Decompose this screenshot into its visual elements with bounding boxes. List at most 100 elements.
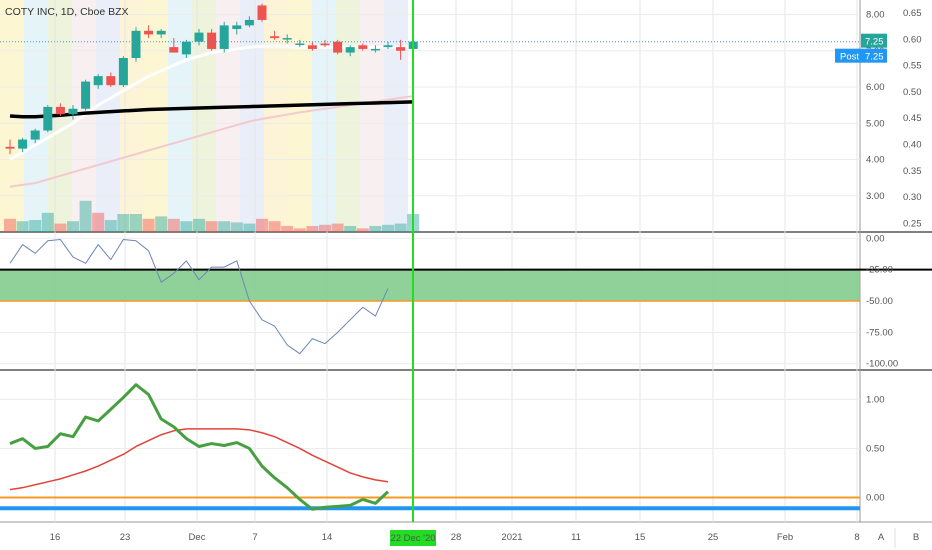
wpr-tick: -100.00 [866,359,898,370]
candle [320,39,330,48]
y-tick-left: 3.00 [866,191,885,202]
post-tag-value: 7.25 [865,52,884,63]
volume-bar [79,200,92,232]
candle [181,39,191,58]
y-tick-left: 5.00 [866,118,885,129]
volume-bar [256,218,268,232]
candle-body [232,25,242,29]
candle [30,128,40,144]
x-tick: 23 [120,532,131,543]
volume-bar [16,221,29,232]
wpr-tick: -50.00 [866,296,893,307]
bg-stripe [312,0,336,232]
candle-body [131,30,141,58]
osc-tick: 0.00 [866,492,885,503]
volume-bar [41,212,54,232]
candle-body [383,45,393,48]
candle [144,25,154,39]
candle [43,105,53,133]
volume-bar [369,226,382,232]
candle-body [295,43,305,45]
y-tick-left: 8.00 [866,10,885,21]
y-tick-right: 0.30 [903,192,922,203]
bg-stripe [240,0,264,232]
candle [5,139,15,155]
candle [68,105,78,120]
oscillator-pane[interactable] [0,383,860,511]
volume-bar [394,223,407,232]
bg-stripe [360,0,384,232]
candle-body [244,19,254,26]
volume-bar [117,214,130,232]
volume-bar [218,221,231,232]
candle-body [320,43,330,46]
cursor-date-tag-bg [390,530,436,546]
volume-bar [4,218,16,232]
volume-bar [193,218,205,232]
candle [106,72,116,87]
candle [156,29,166,39]
wpr-pane[interactable] [0,239,932,355]
candle [93,74,103,89]
candle [358,43,368,51]
x-tick: 25 [708,532,719,543]
candle [383,41,393,49]
volume-bar [243,223,256,232]
candle-body [194,32,204,42]
x-tick: 14 [322,532,333,543]
x-tick: 7 [252,532,257,543]
candle [207,29,217,51]
candle [244,16,254,28]
volume-bar [104,220,117,232]
candle [131,27,141,62]
osc-green-line [9,383,390,511]
volume-bar [331,223,344,232]
post-tag-bg [835,48,887,63]
bg-stripe [384,0,408,232]
volume-bar [155,216,168,232]
candle [194,29,204,46]
x-tick: 15 [635,532,646,543]
axis-auto-button: A [878,532,885,543]
y-tick-right: 0.55 [903,61,922,72]
y-tick-right: 0.40 [903,140,922,151]
axis-b-button: B [913,532,919,543]
candle-body [333,41,343,53]
volume-bar [230,222,243,232]
bg-stripe [336,0,360,232]
y-tick-right: 0.35 [903,166,922,177]
candle-body [219,25,229,49]
osc-red-line [9,428,389,491]
wpr-tick: -75.00 [866,327,893,338]
volume-bar [281,226,294,232]
candle-body [55,106,65,115]
x-tick: 2021 [501,532,522,543]
candle [396,39,406,60]
osc-tick: 0.50 [866,443,885,454]
y-tick-right: 0.50 [903,87,922,98]
bg-stripe [168,0,192,232]
price-pane[interactable] [0,3,860,232]
candle [307,41,317,51]
candle-body [144,30,154,35]
candle-body [81,81,91,109]
candle-body [106,76,116,86]
candle-body [118,58,128,86]
candle [219,21,229,53]
volume-bar [130,214,142,232]
candle-body [257,5,267,20]
volume-bar [205,221,218,232]
candle-body [93,76,103,86]
ma-fast-line [9,95,414,188]
y-tick-right: 0.45 [903,113,922,124]
x-tick: Feb [777,532,793,543]
volume-bar [319,224,331,232]
candle-body [181,41,191,55]
candle [257,3,267,22]
candle [370,45,380,53]
y-tick-left: 4.00 [866,155,885,166]
candle-body [68,108,78,115]
price-tag-bg [861,33,887,48]
volume-bar [67,221,79,232]
candle [232,21,242,35]
